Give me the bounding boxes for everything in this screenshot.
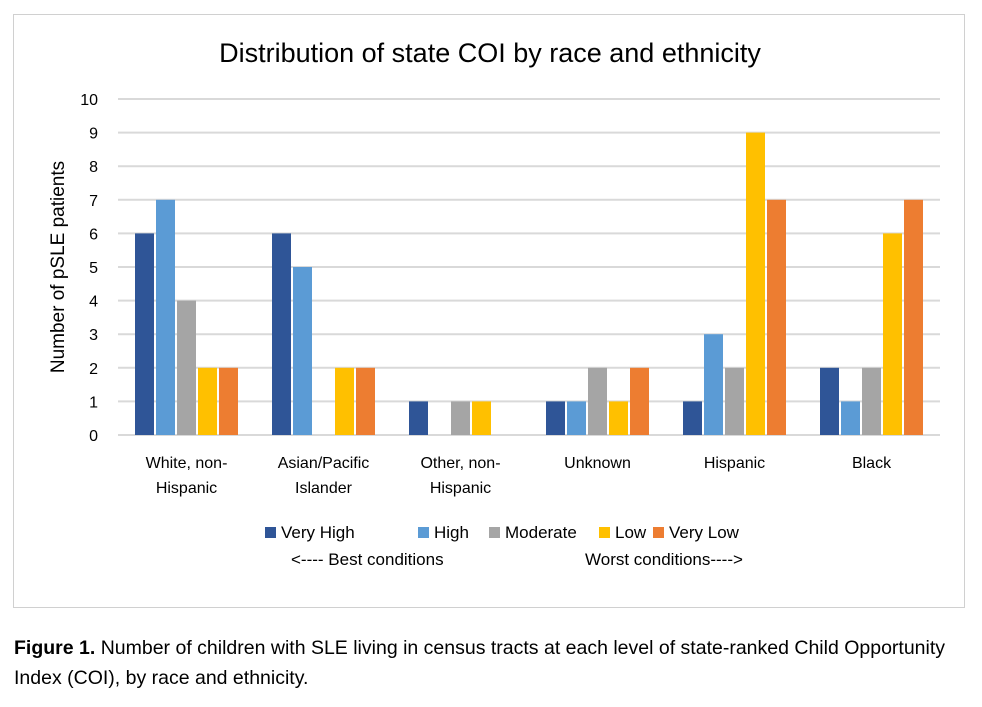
x-tick-label: White, non- bbox=[146, 455, 228, 472]
bar-high bbox=[156, 199, 175, 435]
y-tick-label: 10 bbox=[80, 92, 98, 109]
y-tick-label: 7 bbox=[89, 193, 98, 210]
y-tick-label: 2 bbox=[89, 361, 98, 378]
x-tick-label: Islander bbox=[295, 480, 353, 497]
bar-very-high bbox=[272, 233, 291, 435]
legend-label: Very High bbox=[281, 523, 355, 542]
x-tick-label: Hispanic bbox=[156, 480, 217, 497]
x-tick-label: Unknown bbox=[564, 455, 631, 472]
bar-very-low bbox=[767, 199, 786, 435]
legend-label: High bbox=[434, 523, 469, 542]
y-tick-label: 0 bbox=[89, 428, 98, 445]
bar-very-high bbox=[820, 367, 839, 435]
legend-swatch bbox=[653, 527, 664, 538]
bar-low bbox=[609, 401, 628, 435]
bar-very-high bbox=[683, 401, 702, 435]
bar-chart: Distribution of state COI by race and et… bbox=[48, 38, 940, 569]
bar-low bbox=[335, 367, 354, 435]
bar-moderate bbox=[725, 367, 744, 435]
legend-swatch bbox=[265, 527, 276, 538]
x-tick-label: Hispanic bbox=[430, 480, 491, 497]
legend-label: Very Low bbox=[669, 523, 740, 542]
bar-high bbox=[567, 401, 586, 435]
bar-very-high bbox=[135, 233, 154, 435]
bar-low bbox=[883, 233, 902, 435]
chart-frame bbox=[13, 14, 965, 608]
x-tick-label: Hispanic bbox=[704, 455, 765, 472]
worst-conditions-annotation: Worst conditions----> bbox=[585, 550, 743, 569]
bar-low bbox=[746, 132, 765, 435]
y-tick-label: 4 bbox=[89, 294, 98, 311]
bar-very-high bbox=[409, 401, 428, 435]
y-axis-label: Number of pSLE patients bbox=[48, 161, 69, 373]
figure-caption: Figure 1. Number of children with SLE li… bbox=[14, 633, 974, 693]
bar-very-low bbox=[219, 367, 238, 435]
y-tick-label: 6 bbox=[89, 226, 98, 243]
legend-swatch bbox=[418, 527, 429, 538]
legend-swatch bbox=[489, 527, 500, 538]
bar-very-low bbox=[356, 367, 375, 435]
caption-text: Number of children with SLE living in ce… bbox=[14, 637, 946, 689]
y-tick-label: 8 bbox=[89, 159, 98, 176]
bar-very-low bbox=[904, 199, 923, 435]
bar-moderate bbox=[177, 300, 196, 435]
bar-very-low bbox=[630, 367, 649, 435]
legend-label: Moderate bbox=[505, 523, 577, 542]
y-tick-label: 9 bbox=[89, 126, 98, 143]
chart-title: Distribution of state COI by race and et… bbox=[219, 38, 761, 68]
legend-swatch bbox=[599, 527, 610, 538]
x-tick-label: Asian/Pacific bbox=[278, 455, 370, 472]
x-tick-label: Black bbox=[852, 455, 892, 472]
x-tick-label: Other, non- bbox=[420, 455, 500, 472]
bar-moderate bbox=[451, 401, 470, 435]
bar-low bbox=[198, 367, 217, 435]
bar-high bbox=[704, 334, 723, 435]
legend-label: Low bbox=[615, 523, 647, 542]
y-tick-label: 5 bbox=[89, 260, 98, 277]
bar-high bbox=[841, 401, 860, 435]
best-conditions-annotation: <---- Best conditions bbox=[291, 550, 444, 569]
y-tick-label: 3 bbox=[89, 327, 98, 344]
y-tick-label: 1 bbox=[89, 394, 98, 411]
bar-very-high bbox=[546, 401, 565, 435]
bar-high bbox=[293, 267, 312, 435]
bar-moderate bbox=[862, 367, 881, 435]
bar-low bbox=[472, 401, 491, 435]
caption-label: Figure 1. bbox=[14, 637, 96, 659]
bar-moderate bbox=[588, 367, 607, 435]
